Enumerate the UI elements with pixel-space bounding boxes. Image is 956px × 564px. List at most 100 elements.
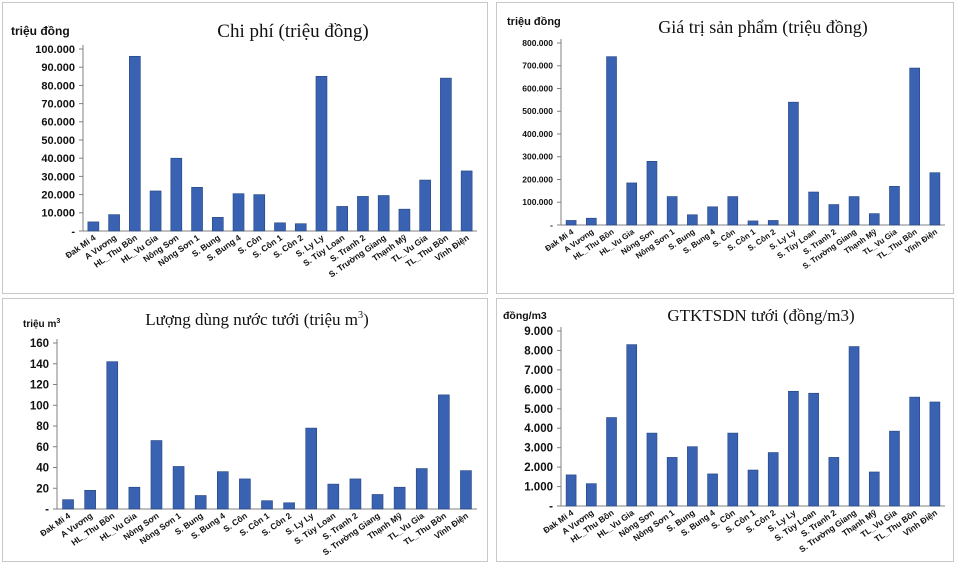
chart-gtktsdn-tuoi: GTKTSDN tưới (đồng/m3) đồng/m3 - 1.000 2.000… [503,306,945,554]
bar-vinh-dien [460,170,473,232]
y-tick-label: 100.000 [35,44,75,56]
y-tick-label: 100.000 [522,197,553,207]
y-tick-label: 300.000 [522,152,553,162]
bar-s-con-1 [747,220,759,226]
y-axis-unit: triệu đồng [11,24,70,38]
bar-s-con [239,478,251,510]
y-tick-label: 80.000 [41,80,75,92]
bar-a-vuong [586,217,597,226]
bar-s-ly-ly [315,76,328,232]
bar-s-con-1 [274,222,286,232]
bar-thanh-my [393,486,406,510]
bar-s-con-1 [261,500,273,510]
y-tick-label: 60 [36,442,49,454]
y-axis-unit: đồng/m3 [503,310,547,322]
y-tick-label: - [549,501,553,513]
y-tick-label: 3.000 [524,443,553,455]
bar-tl-vu-gia [889,186,900,226]
bar-hl-thu-bon [106,361,119,510]
bar-hl-vu-gia [626,182,638,226]
bar-s-con [727,432,739,507]
y-tick-label: 200.000 [522,174,553,184]
y-tick-label: - [45,504,49,516]
bar-s-bung [211,217,224,232]
bar-nong-son [170,157,183,232]
bar-s-bung-4 [232,193,245,232]
bar-s-con-2 [767,452,779,507]
bar-s-tuy-loan [327,483,340,510]
y-tick-label: 60.000 [41,117,75,129]
y-tick-label: 20.000 [41,189,75,201]
bar-s-tuy-loan [808,191,819,226]
bar-nong-son [646,161,658,226]
y-tick-label: 700.000 [522,61,553,71]
bar-s-ly-ly [788,101,799,226]
y-tick-label: 800.000 [522,38,553,48]
y-tick-label: 500.000 [522,106,553,116]
bar-s-truong-giang [848,196,860,226]
bar-tl-vu-gia [419,179,431,232]
bar-s-con-2 [283,502,295,510]
y-tick-label: 8.000 [524,345,553,357]
bar-s-bung [687,214,698,226]
bar-s-tranh-2 [357,196,369,232]
chart-title: Chi phí (triệu đồng) [217,21,368,42]
bar-vinh-dien [929,401,941,507]
bar-vinh-dien [460,470,472,510]
bar-s-tranh-2 [828,457,840,507]
bar-hl-thu-bon [606,417,617,507]
chart-panel-gtktsdn-tuoi: GTKTSDN tưới (đồng/m3) đồng/m3 - 1.000 2.000… [496,298,954,562]
y-tick-label: 120 [30,380,49,392]
bar-nong-son-1 [666,457,678,507]
bar-dak-mi-4 [62,499,74,510]
y-tick-label: 40 [36,463,49,475]
bar-nong-son-1 [172,466,185,510]
bar-a-vuong [108,214,120,232]
bar-thanh-my [868,213,880,226]
chart-gia-tri-san-pham: Giá trị sản phẩm (triệu đồng) triệu đồng -… [507,16,945,271]
y-tick-label: 9.000 [524,326,553,338]
y-axis-unit: triệu đồng [507,16,561,28]
chart-luong-dung-nuoc-tuoi: Lượng dùng nước tưới (triệu m3) triệu m3 -… [23,310,477,557]
y-tick-label: 5.000 [524,404,553,416]
chart-panel-chi-phi: Chi phí (triệu đồng) triệu đồng - 10.000 20.… [2,2,488,294]
bar-s-truong-giang [371,494,384,510]
y-tick-label: 100 [30,400,49,412]
bar-s-tuy-loan [808,392,819,507]
bar-hl-thu-bon [129,55,141,232]
bar-s-tuy-loan [336,206,349,232]
bar-nong-son-1 [191,187,203,232]
bar-s-con [727,196,739,226]
bar-s-ly-ly [788,390,799,507]
y-tick-label: - [71,226,75,238]
bar-dak-mi-4 [565,220,577,226]
bar-hl-vu-gia [626,344,638,507]
y-tick-label: 4.000 [524,423,553,435]
bar-nong-son-1 [666,196,678,226]
bar-s-con-1 [747,469,759,507]
chart-panel-gia-tri-san-pham: Giá trị sản phẩm (triệu đồng) triệu đồng -… [496,2,954,294]
chart-panel-luong-dung-nuoc-tuoi: Lượng dùng nước tưới (triệu m3) triệu m3 -… [2,298,488,562]
bar-s-con-2 [294,223,307,232]
bar-s-ly-ly [305,427,318,510]
bar-nong-son [150,440,163,510]
y-tick-label: 30.000 [41,171,75,183]
bar-s-truong-giang [848,346,860,507]
bar-hl-vu-gia [128,486,141,510]
bar-s-bung [687,446,698,507]
chart-title: Giá trị sản phẩm (triệu đồng) [658,17,867,38]
y-tick-label: 140 [30,359,49,371]
y-tick-label: 20 [36,483,49,495]
bar-s-bung-4 [707,206,718,226]
y-tick-label: 400.000 [522,129,553,139]
bar-tl-thu-bon [438,394,450,510]
bar-hl-thu-bon [606,56,617,226]
bar-s-bung-4 [216,471,229,510]
bar-tl-thu-bon [909,396,920,507]
bar-thanh-my [398,208,411,232]
bar-a-vuong [84,490,96,510]
bar-s-tranh-2 [349,478,362,510]
y-axis-unit: triệu m3 [23,318,60,330]
bar-tl-vu-gia [889,430,900,507]
bar-dak-mi-4 [87,221,100,232]
